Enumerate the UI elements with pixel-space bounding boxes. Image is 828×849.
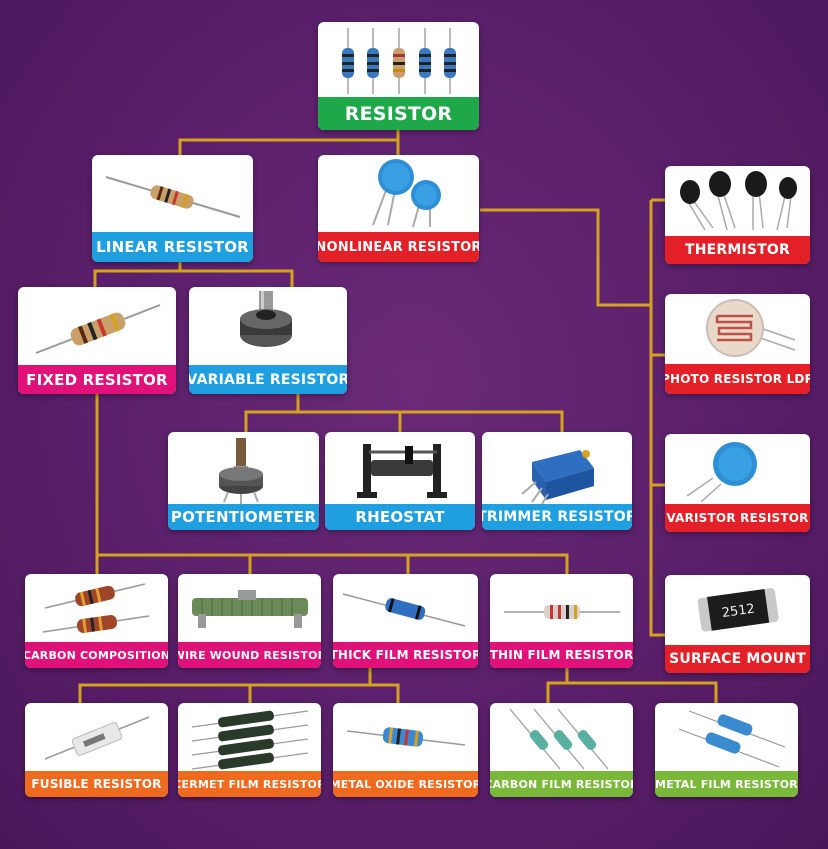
node-label: RESISTOR xyxy=(318,97,479,130)
node-label: POTENTIOMETER xyxy=(168,504,319,530)
node-label: RHEOSTAT xyxy=(325,504,475,530)
node-linear-resistor: LINEAR RESISTOR xyxy=(92,155,253,262)
node-label: THICK FILM RESISTOR xyxy=(333,642,478,668)
node-label: VARIABLE RESISTOR xyxy=(189,365,347,394)
potentiometer-icon xyxy=(219,438,263,504)
node-trimmer-resistor: TRIMMER RESISTOR xyxy=(482,432,632,530)
node-label: NONLINEAR RESISTOR xyxy=(318,232,479,262)
node-resistor: RESISTOR xyxy=(318,22,479,130)
cermet-icon xyxy=(191,710,309,770)
node-label: CARBON FILM RESISTOR xyxy=(490,771,633,797)
node-carbon-film-resistor: CARBON FILM RESISTOR xyxy=(490,703,633,797)
node-thin-film-resistor: THIN FILM RESISTOR xyxy=(490,574,633,668)
rotary-pot-icon xyxy=(240,291,292,347)
carbon-composition-icon xyxy=(42,583,150,633)
node-thermistor: THERMISTOR xyxy=(665,166,810,264)
node-fixed-resistor: FIXED RESISTOR xyxy=(18,287,176,394)
chip-marking: 2512 xyxy=(721,602,756,621)
node-label: METAL OXIDE RESISTOR xyxy=(333,771,478,797)
node-carbon-composition: CARBON COMPOSITION xyxy=(25,574,168,668)
node-label: LINEAR RESISTOR xyxy=(92,232,253,262)
metal-oxide-icon xyxy=(346,727,466,747)
fusible-icon xyxy=(44,716,150,760)
node-potentiometer: POTENTIOMETER xyxy=(168,432,319,530)
axial-resistor-icon xyxy=(105,176,241,218)
node-label: TRIMMER RESISTOR xyxy=(482,504,632,530)
node-metal-oxide-resistor: METAL OXIDE RESISTOR xyxy=(333,703,478,797)
wire-wound-icon xyxy=(192,590,308,628)
node-label: FIXED RESISTOR xyxy=(18,365,176,394)
node-label: FUSIBLE RESISTOR xyxy=(25,771,168,797)
node-label: THERMISTOR xyxy=(665,236,810,264)
node-surface-mount: 2512 SURFACE MOUNT xyxy=(665,575,810,673)
metal-film-icon xyxy=(678,710,786,768)
node-label: WIRE WOUND RESISTOR xyxy=(178,642,321,668)
node-label: METAL FILM RESISTOR xyxy=(655,771,798,797)
node-label: CERMET FILM RESISTOR xyxy=(178,771,321,797)
node-varistor-resistor: VARISTOR RESISTOR xyxy=(665,434,810,532)
varistor-icon xyxy=(686,442,757,503)
axial-resistor-icon xyxy=(35,304,161,354)
node-fusible-resistor: FUSIBLE RESISTOR xyxy=(25,703,168,797)
node-label: VARISTOR RESISTOR xyxy=(665,504,810,532)
thick-film-icon xyxy=(342,593,466,627)
node-label: CARBON COMPOSITION xyxy=(25,642,168,668)
node-rheostat: RHEOSTAT xyxy=(325,432,475,530)
carbon-film-icon xyxy=(509,708,609,770)
node-label: SURFACE MOUNT xyxy=(665,645,810,673)
node-cermet-film-resistor: CERMET FILM RESISTOR xyxy=(178,703,321,797)
node-thick-film-resistor: THICK FILM RESISTOR xyxy=(333,574,478,668)
node-photo-resistor-ldr: PHOTO RESISTOR LDR xyxy=(665,294,810,394)
trimmer-icon xyxy=(521,450,594,504)
node-metal-film-resistor: METAL FILM RESISTOR xyxy=(655,703,798,797)
node-wire-wound-resistor: WIRE WOUND RESISTOR xyxy=(178,574,321,668)
rheostat-icon xyxy=(357,444,447,498)
node-nonlinear-resistor: NONLINEAR RESISTOR xyxy=(318,155,479,262)
resistor-array-icon xyxy=(342,28,456,94)
node-label: PHOTO RESISTOR LDR xyxy=(665,364,810,394)
thermistor-icon xyxy=(680,171,797,231)
smd-chip-icon: 2512 xyxy=(697,588,779,632)
ldr-icon xyxy=(706,299,796,357)
node-variable-resistor: VARIABLE RESISTOR xyxy=(189,287,347,394)
node-label: THIN FILM RESISTOR xyxy=(490,642,633,668)
disc-varistor-icon xyxy=(372,159,441,228)
thin-film-icon xyxy=(504,605,620,619)
